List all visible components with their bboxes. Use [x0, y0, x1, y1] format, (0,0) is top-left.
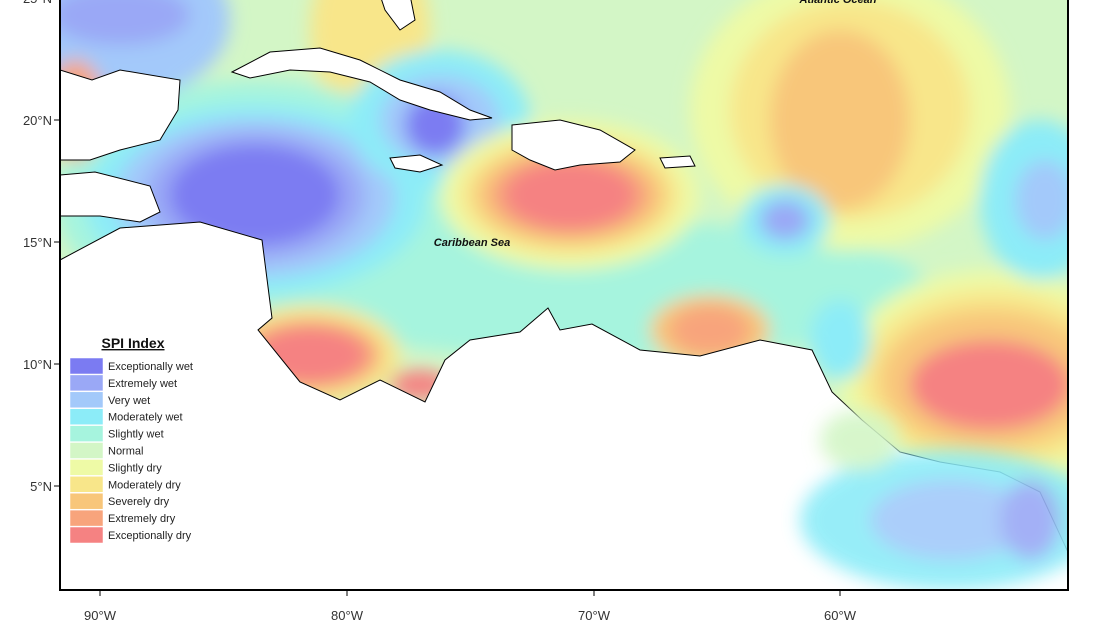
map-area [60, 0, 1068, 590]
map-frame [59, 0, 1069, 591]
legend-label: Moderately dry [108, 479, 181, 491]
lat-label: 10°N [23, 357, 52, 372]
legend-swatch [69, 459, 104, 476]
legend-label: Exceptionally dry [108, 530, 192, 542]
spi-region [870, 480, 1030, 560]
spi-region [60, 0, 190, 45]
lon-label: 90°W [84, 608, 117, 623]
hispaniola [511, 119, 636, 171]
lat-label: 20°N [23, 113, 52, 128]
lon-label: 60°W [824, 608, 857, 623]
legend-title: SPI Index [101, 335, 164, 351]
jamaica [389, 154, 444, 173]
cuba [230, 47, 493, 121]
spi-region [810, 300, 870, 380]
puerto-rico [659, 155, 696, 169]
lon-label: 80°W [331, 608, 364, 623]
spi-region [770, 30, 910, 210]
mexico [60, 69, 181, 161]
spi-region [1015, 160, 1068, 240]
spi-region [170, 145, 340, 245]
legend-swatch [69, 374, 104, 392]
spi-field-land [800, 410, 1068, 590]
legend-swatch [69, 476, 104, 493]
legend-swatch [69, 357, 104, 375]
legend-swatch [69, 526, 104, 544]
ocean-label: Caribbean Sea [434, 237, 510, 249]
legend-label: Very wet [108, 395, 150, 407]
spi-region [820, 410, 900, 470]
legend-label: Exceptionally wet [108, 361, 193, 373]
legend-swatch [69, 442, 104, 459]
legend-swatch [69, 391, 104, 409]
legend-label: Slightly wet [108, 429, 164, 441]
legend-label: Extremely dry [108, 513, 176, 525]
yucatan [60, 171, 161, 223]
legend-swatch [69, 425, 104, 442]
legend-swatch [69, 492, 104, 510]
lon-label: 70°W [578, 608, 611, 623]
legend-swatch [69, 408, 104, 425]
spi-region [910, 340, 1068, 430]
legend-label: Moderately wet [108, 412, 183, 424]
legend-label: Severely dry [108, 496, 170, 508]
legend-swatch [69, 509, 104, 527]
florida [381, 0, 416, 31]
legend-label: Normal [108, 446, 143, 458]
lat-label: 15°N [23, 235, 52, 250]
lat-label: 5°N [30, 479, 52, 494]
labels: 90°W 80°W 70°W 60°W 25°N 20°N 15°N 10°N 5°N Atlan… [23, 0, 877, 623]
ocean-label: Atlantic Ocean [798, 0, 876, 6]
legend-label: Extremely wet [108, 378, 177, 390]
legend-label: Slightly dry [108, 462, 162, 474]
lat-label: 25°N [23, 0, 52, 6]
spi-region [760, 200, 810, 240]
spi-region [670, 305, 750, 355]
spi-region [505, 160, 635, 230]
spi-region [1000, 480, 1060, 560]
